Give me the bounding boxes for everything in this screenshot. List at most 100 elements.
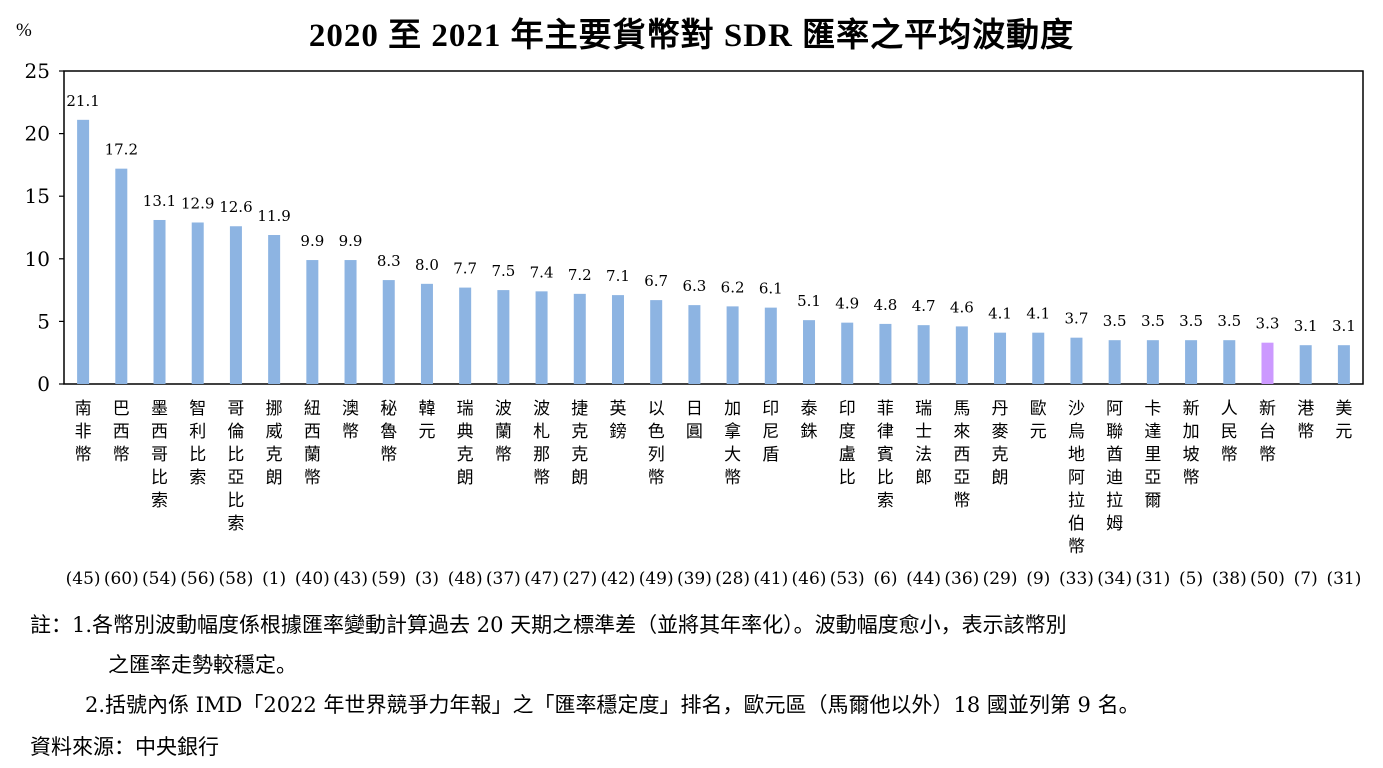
category-label: 日圓 — [686, 399, 703, 442]
rank-label: (34) — [1097, 569, 1132, 589]
value-label: 8.0 — [415, 256, 439, 274]
category-label: 新加坡幣 — [1183, 399, 1200, 488]
category-label: 澳幣 — [342, 399, 359, 442]
bar-chart: 0 5 10 15 20 25 21.1 南非幣 (45) 17.2 巴西幣 (60) 13.1 墨西哥比… — [25, 59, 1364, 589]
category-label: 沙烏地阿拉伯幣 — [1068, 399, 1085, 557]
value-label: 8.3 — [377, 252, 401, 270]
rank-label: (42) — [601, 569, 636, 589]
category-label: 韓元 — [418, 399, 435, 442]
bar — [115, 168, 128, 384]
value-label: 17.2 — [105, 141, 138, 159]
rank-label: (40) — [295, 569, 330, 589]
value-label: 7.5 — [491, 262, 515, 280]
rank-label: (37) — [486, 569, 521, 589]
rank-label: (54) — [142, 569, 177, 589]
rank-label: (28) — [715, 569, 750, 589]
value-label: 4.7 — [912, 297, 936, 315]
rank-label: (7) — [1294, 569, 1318, 589]
category-label: 秘魯幣 — [380, 399, 397, 465]
category-label: 菲律賓比索 — [877, 399, 894, 511]
rank-label: (39) — [677, 569, 712, 589]
rank-label: (38) — [1212, 569, 1247, 589]
bar — [726, 306, 739, 384]
category-label: 丹麥克朗 — [992, 399, 1009, 488]
category-label: 印尼盾 — [762, 399, 779, 465]
value-label: 3.1 — [1332, 317, 1356, 335]
rank-label: (27) — [562, 569, 597, 589]
y-tick-label: 15 — [25, 184, 50, 208]
category-label: 新台幣 — [1259, 399, 1276, 465]
y-axis-unit: % — [16, 20, 32, 41]
category-label: 紐西蘭幣 — [304, 399, 321, 488]
category-label: 加拿大幣 — [724, 399, 741, 488]
bar — [459, 287, 472, 384]
note-line-2: 之匯率走勢較穩定。 — [108, 653, 297, 677]
value-label: 4.1 — [1026, 305, 1050, 323]
bar — [420, 283, 433, 384]
bar — [1146, 340, 1159, 384]
bar — [688, 305, 701, 384]
notes: 註：1.各幣別波動幅度係根據匯率變動計算過去 20 天期之標準差（並將其年率化）… — [30, 605, 1375, 725]
bar — [1108, 340, 1121, 384]
bar — [994, 332, 1007, 384]
category-label: 港幣 — [1297, 399, 1314, 442]
rank-label: (59) — [371, 569, 406, 589]
bar — [841, 322, 854, 384]
value-label: 3.1 — [1294, 317, 1318, 335]
bar — [955, 326, 968, 384]
value-label: 6.7 — [644, 272, 668, 290]
rank-label: (50) — [1250, 569, 1285, 589]
category-label: 墨西哥比索 — [151, 399, 168, 511]
bar — [77, 119, 90, 384]
bar — [306, 260, 319, 384]
category-label: 瑞士法郎 — [915, 399, 932, 488]
bar — [1299, 345, 1312, 384]
rank-label: (44) — [906, 569, 941, 589]
category-label: 智利比索 — [189, 399, 206, 488]
y-tick-label: 10 — [25, 247, 50, 271]
category-label: 巴西幣 — [113, 399, 130, 465]
category-label: 人民幣 — [1221, 399, 1238, 465]
value-label: 9.9 — [339, 232, 363, 250]
value-label: 5.1 — [797, 292, 821, 310]
bar — [1261, 342, 1274, 384]
bar — [1070, 337, 1083, 384]
rank-label: (43) — [333, 569, 368, 589]
category-label: 馬來西亞幣 — [953, 399, 970, 511]
rank-label: (33) — [1059, 569, 1094, 589]
category-label: 歐元 — [1030, 399, 1047, 442]
bar — [917, 325, 930, 384]
rank-label: (56) — [180, 569, 215, 589]
rank-label: (58) — [218, 569, 253, 589]
value-label: 13.1 — [143, 192, 176, 210]
category-label: 阿聯酋迪拉姆 — [1106, 399, 1123, 534]
value-label: 3.5 — [1141, 312, 1165, 330]
category-label: 捷克克朗 — [571, 399, 588, 488]
rank-label: (3) — [415, 569, 439, 589]
bar — [1185, 340, 1198, 384]
category-label: 瑞典克朗 — [457, 399, 474, 488]
rank-label: (9) — [1026, 569, 1050, 589]
rank-label: (29) — [983, 569, 1018, 589]
bar — [879, 323, 892, 384]
rank-label: (46) — [792, 569, 827, 589]
value-label: 3.5 — [1179, 312, 1203, 330]
value-label: 12.6 — [219, 198, 252, 216]
y-tick-label: 5 — [37, 309, 50, 333]
value-label: 7.2 — [568, 266, 592, 284]
category-label: 挪威克朗 — [266, 399, 283, 488]
bar — [344, 260, 357, 384]
rank-label: (1) — [262, 569, 286, 589]
rank-label: (53) — [830, 569, 865, 589]
chart-title: 2020 至 2021 年主要貨幣對 SDR 匯率之平均波動度 — [308, 18, 1075, 54]
category-label: 波札那幣 — [533, 399, 550, 488]
bar — [611, 295, 624, 384]
value-label: 4.1 — [988, 305, 1012, 323]
plot-frame — [63, 70, 1364, 385]
value-label: 7.7 — [453, 260, 477, 278]
category-label: 哥倫比亞比索 — [227, 399, 244, 534]
bar — [191, 222, 204, 384]
rank-label: (45) — [66, 569, 101, 589]
rank-label: (47) — [524, 569, 559, 589]
rank-label: (36) — [944, 569, 979, 589]
